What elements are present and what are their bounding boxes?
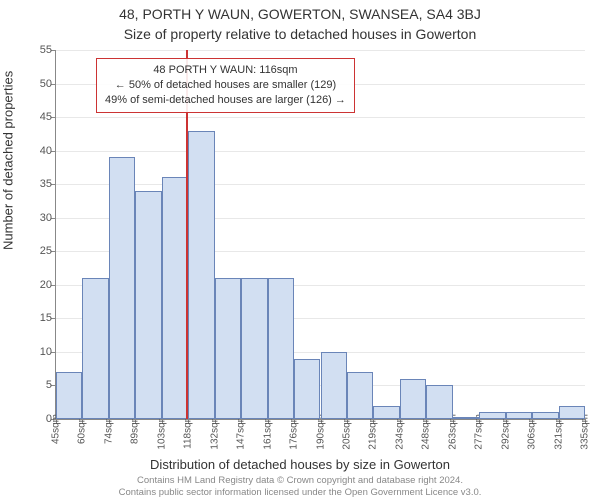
histogram-bar: [373, 406, 399, 419]
gridline: [56, 50, 585, 51]
y-tick-label: 40: [26, 145, 52, 157]
histogram-bar: [268, 278, 294, 419]
x-tick-label: 277sqm: [474, 414, 485, 450]
histogram-bar: [215, 278, 241, 419]
histogram-bar: [241, 278, 267, 419]
callout-line-2: ← 50% of detached houses are smaller (12…: [105, 78, 346, 93]
footer-line-1: Contains HM Land Registry data © Crown c…: [0, 475, 600, 486]
y-axis-label: Number of detached properties: [1, 71, 16, 250]
x-tick-label: 321sqm: [553, 414, 564, 450]
histogram-bar: [82, 278, 108, 419]
x-tick-label: 219sqm: [368, 414, 379, 450]
histogram-bar: [559, 406, 585, 419]
histogram-bar: [188, 131, 214, 419]
histogram-bar: [294, 359, 320, 419]
x-tick-label: 190sqm: [315, 414, 326, 450]
histogram-bar: [532, 412, 558, 419]
plot-area: 051015202530354045505545sqm60sqm74sqm89s…: [55, 50, 585, 420]
histogram-bar: [347, 372, 373, 419]
y-tick-label: 50: [26, 78, 52, 90]
y-tick-label: 30: [26, 212, 52, 224]
footer-attribution: Contains HM Land Registry data © Crown c…: [0, 475, 600, 498]
x-tick-label: 147sqm: [236, 414, 247, 450]
histogram-bar: [135, 191, 161, 419]
gridline: [56, 184, 585, 185]
y-tick-label: 25: [26, 245, 52, 257]
y-tick-label: 45: [26, 111, 52, 123]
histogram-bar: [56, 372, 82, 419]
gridline: [56, 117, 585, 118]
histogram-bar: [506, 412, 532, 419]
y-tick-label: 5: [26, 379, 52, 391]
x-tick-label: 248sqm: [421, 414, 432, 450]
y-tick-label: 10: [26, 346, 52, 358]
callout-line-3: 49% of semi-detached houses are larger (…: [105, 93, 346, 108]
x-tick-label: 234sqm: [394, 414, 405, 450]
y-tick-label: 35: [26, 178, 52, 190]
footer-line-2: Contains public sector information licen…: [0, 487, 600, 498]
histogram-bar: [400, 379, 426, 419]
callout-box: 48 PORTH Y WAUN: 116sqm ← 50% of detache…: [96, 58, 355, 113]
chart-subtitle: Size of property relative to detached ho…: [0, 26, 600, 42]
histogram-bar: [453, 417, 479, 419]
chart-title-address: 48, PORTH Y WAUN, GOWERTON, SWANSEA, SA4…: [0, 6, 600, 22]
x-tick-label: 263sqm: [447, 414, 458, 450]
x-tick-label: 306sqm: [527, 414, 538, 450]
y-tick-label: 0: [26, 413, 52, 425]
histogram-chart: 48, PORTH Y WAUN, GOWERTON, SWANSEA, SA4…: [0, 0, 600, 500]
histogram-bar: [479, 412, 505, 419]
y-tick-label: 55: [26, 44, 52, 56]
histogram-bar: [426, 385, 452, 419]
x-tick-label: 161sqm: [262, 414, 273, 450]
histogram-bar: [321, 352, 347, 419]
histogram-bar: [109, 157, 135, 419]
gridline: [56, 151, 585, 152]
x-tick-label: 176sqm: [289, 414, 300, 450]
histogram-bar: [162, 177, 188, 419]
x-tick-label: 335sqm: [580, 414, 591, 450]
callout-line-1: 48 PORTH Y WAUN: 116sqm: [105, 63, 346, 78]
x-axis-label: Distribution of detached houses by size …: [0, 457, 600, 472]
x-tick-label: 103sqm: [156, 414, 167, 450]
x-tick-label: 132sqm: [209, 414, 220, 450]
y-tick-label: 20: [26, 279, 52, 291]
x-tick-label: 292sqm: [500, 414, 511, 450]
x-tick-label: 205sqm: [341, 414, 352, 450]
y-tick-label: 15: [26, 312, 52, 324]
x-tick-label: 118sqm: [183, 414, 194, 449]
